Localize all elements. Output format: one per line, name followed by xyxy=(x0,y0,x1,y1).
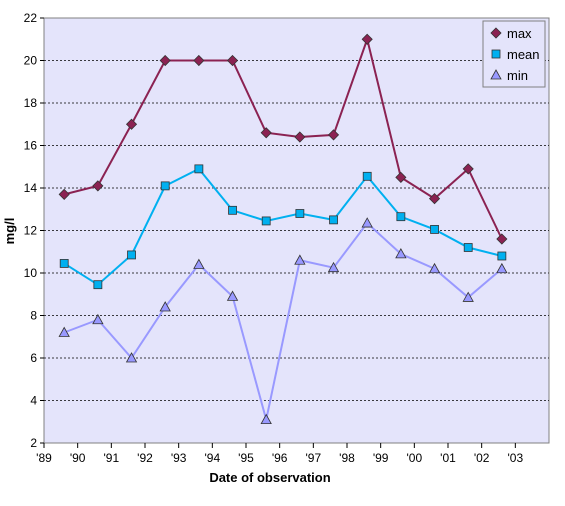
data-point xyxy=(125,118,138,130)
y-tick-label: 2 xyxy=(30,436,37,450)
x-tick-label: '94 xyxy=(205,451,221,465)
grid xyxy=(44,60,549,401)
x-tick-label: '98 xyxy=(339,451,355,465)
data-point xyxy=(193,258,205,269)
data-point xyxy=(159,301,171,312)
y-tick-label: 6 xyxy=(30,351,37,365)
x-tick-label: '90 xyxy=(70,451,86,465)
data-point xyxy=(194,164,204,174)
data-point xyxy=(58,188,70,200)
data-point xyxy=(159,54,171,67)
data-point xyxy=(362,171,372,181)
data-point xyxy=(193,54,205,67)
data-point xyxy=(490,27,502,39)
data-point xyxy=(228,205,237,215)
y-tick-label: 22 xyxy=(24,11,38,25)
data-point xyxy=(327,129,340,141)
series-group xyxy=(58,33,508,425)
data-point xyxy=(58,326,70,337)
x-tick-label: '02 xyxy=(474,451,490,465)
x-tick-label: '99 xyxy=(373,451,389,465)
data-point xyxy=(430,225,439,234)
data-point xyxy=(395,248,407,259)
series-mean xyxy=(59,164,507,290)
legend: max mean min xyxy=(482,20,546,88)
y-tick-label: 20 xyxy=(24,54,38,68)
data-point xyxy=(329,215,338,225)
legend-entry: mean xyxy=(491,47,540,62)
data-point xyxy=(462,291,474,302)
data-point xyxy=(497,251,507,261)
data-point xyxy=(361,33,373,45)
series-line xyxy=(63,167,503,286)
data-point xyxy=(428,262,441,274)
y-axis-label: mg/l xyxy=(2,218,17,245)
y-tick-label: 14 xyxy=(24,181,38,195)
data-point xyxy=(462,163,474,175)
x-tick-label: '96 xyxy=(272,451,288,465)
data-point xyxy=(92,313,104,325)
data-point xyxy=(463,243,473,252)
data-point xyxy=(396,212,406,222)
legend-label: min xyxy=(507,68,528,83)
data-point xyxy=(395,171,407,183)
y-tick-label: 4 xyxy=(30,394,37,408)
y-tick-label: 8 xyxy=(30,309,37,323)
y-tick-label: 16 xyxy=(24,139,38,153)
data-point xyxy=(93,280,103,290)
data-point xyxy=(496,262,508,274)
series-line xyxy=(63,221,503,420)
data-point xyxy=(361,217,373,228)
x-tick-label: '89 xyxy=(36,451,52,465)
data-point xyxy=(261,216,271,226)
data-point xyxy=(490,69,502,80)
data-point xyxy=(125,352,138,363)
x-axis-label: Date of observation xyxy=(209,470,330,485)
x-tick-label: '03 xyxy=(508,451,524,465)
x-tick-label: '01 xyxy=(440,451,456,465)
x-tick-label: '93 xyxy=(171,451,187,465)
data-point xyxy=(295,209,305,218)
x-tick-label: '92 xyxy=(137,451,153,465)
data-point xyxy=(160,181,170,191)
x-tick-label: '97 xyxy=(306,451,322,465)
legend-label: mean xyxy=(507,47,540,62)
y-tick-label: 18 xyxy=(24,96,38,110)
series-line xyxy=(63,35,503,240)
x-tick-label: '00 xyxy=(407,451,423,465)
series-max xyxy=(58,33,508,245)
x-tick-label: '95 xyxy=(238,451,254,465)
data-point xyxy=(294,254,306,265)
y-axis: 2 4 6 8 10 12 14 16 18 20 22 xyxy=(24,11,44,450)
legend-label: max xyxy=(507,26,532,41)
data-point xyxy=(260,127,272,139)
data-point xyxy=(428,193,441,205)
x-axis: '89 '90 '91 '92 '93 '94 '95 '96 '97 '98 '99 '00 '01 '… xyxy=(36,443,523,465)
series-min xyxy=(58,217,508,425)
data-point xyxy=(496,233,508,245)
legend-entry: min xyxy=(490,68,528,83)
y-tick-label: 12 xyxy=(24,224,38,238)
data-point xyxy=(127,250,136,260)
data-point xyxy=(327,261,340,273)
data-point xyxy=(294,131,306,143)
data-point xyxy=(226,290,239,301)
x-tick-label: '91 xyxy=(104,451,120,465)
legend-entry: max xyxy=(490,26,532,41)
data-point xyxy=(226,54,239,67)
data-point xyxy=(491,49,501,59)
data-point xyxy=(59,259,69,268)
data-point xyxy=(92,180,104,192)
data-point xyxy=(260,413,272,425)
y-tick-label: 10 xyxy=(24,266,38,280)
